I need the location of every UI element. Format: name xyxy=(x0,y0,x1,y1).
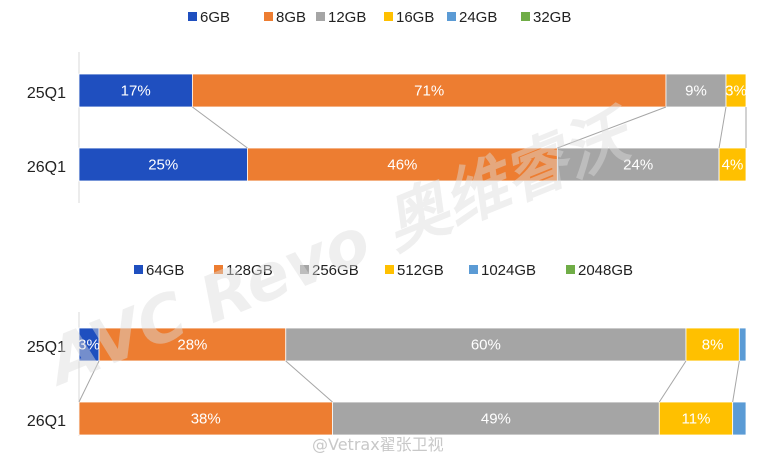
data-label: 28% xyxy=(177,337,207,354)
series-connector xyxy=(192,106,248,149)
data-label: 60% xyxy=(471,337,501,354)
legend-swatch xyxy=(188,12,197,21)
bar-segment xyxy=(285,327,687,362)
ram-share-chart: 6GB 8GB 12GB 16GB 24GB 32GB 25Q1 26Q1 17% 71% 9% 3%… xyxy=(27,9,747,203)
category-label: 25Q1 xyxy=(27,85,66,102)
data-label: 24% xyxy=(623,157,653,174)
bar-segment xyxy=(332,401,660,436)
data-label: 38% xyxy=(191,411,221,428)
category-label: 26Q1 xyxy=(27,413,66,430)
watermark-credit: @Vetrax翟张卫视 xyxy=(312,435,444,454)
legend-label: 8GB xyxy=(276,9,306,26)
bar-segment xyxy=(658,401,734,436)
series-connector xyxy=(78,360,100,403)
legend-swatch xyxy=(264,12,273,21)
legend-swatch xyxy=(134,265,143,274)
data-label: 9% xyxy=(685,83,707,100)
legend-label: 512GB xyxy=(397,262,444,279)
series-connector xyxy=(658,360,687,403)
data-label: 4% xyxy=(722,157,744,174)
legend-swatch xyxy=(385,265,394,274)
legend-label: 128GB xyxy=(226,262,273,279)
legend-label: 16GB xyxy=(396,9,434,26)
series-connector xyxy=(285,360,333,403)
storage-share-chart: 64GB 128GB 256GB 512GB 1024GB 2048GB 25Q1 26Q1 3… xyxy=(27,262,747,436)
data-label: 17% xyxy=(121,83,151,100)
series-connector xyxy=(557,106,667,149)
legend-swatch xyxy=(214,265,223,274)
series-connector xyxy=(732,360,740,403)
data-label: 11% xyxy=(682,411,711,428)
legend-swatch xyxy=(316,12,325,21)
bar-segment xyxy=(718,147,747,182)
legend-label: 1024GB xyxy=(481,262,536,279)
legend-label: 2048GB xyxy=(578,262,633,279)
data-label: 46% xyxy=(387,157,417,174)
series-connector xyxy=(718,106,727,149)
legend-label: 32GB xyxy=(533,9,571,26)
bar-segment xyxy=(738,327,747,362)
bar-segment xyxy=(732,401,747,436)
bar-segment xyxy=(556,147,720,182)
legend-label: 6GB xyxy=(200,9,230,26)
legend-label: 64GB xyxy=(146,262,184,279)
bar-segment xyxy=(191,73,667,108)
bar-segment xyxy=(665,73,727,108)
legend-swatch xyxy=(566,265,575,274)
bar-segment xyxy=(78,147,248,182)
data-label: 8% xyxy=(702,337,724,354)
legend-swatch xyxy=(447,12,456,21)
data-label: 3% xyxy=(725,83,747,100)
category-label: 26Q1 xyxy=(27,159,66,176)
legend-swatch xyxy=(521,12,530,21)
legend-label: 256GB xyxy=(312,262,359,279)
data-label: 3% xyxy=(78,337,100,354)
bar-segment xyxy=(98,327,287,362)
data-label: 25% xyxy=(148,157,178,174)
legend-swatch xyxy=(300,265,309,274)
legend-label: 12GB xyxy=(328,9,366,26)
data-label: 71% xyxy=(414,83,444,100)
legend-label: 24GB xyxy=(459,9,497,26)
bar-segment xyxy=(725,73,747,108)
legend-swatch xyxy=(469,265,478,274)
legend-swatch xyxy=(384,12,393,21)
bar-segment xyxy=(78,401,333,436)
data-label: 49% xyxy=(481,411,511,428)
category-label: 25Q1 xyxy=(27,339,66,356)
bar-segment xyxy=(247,147,558,182)
